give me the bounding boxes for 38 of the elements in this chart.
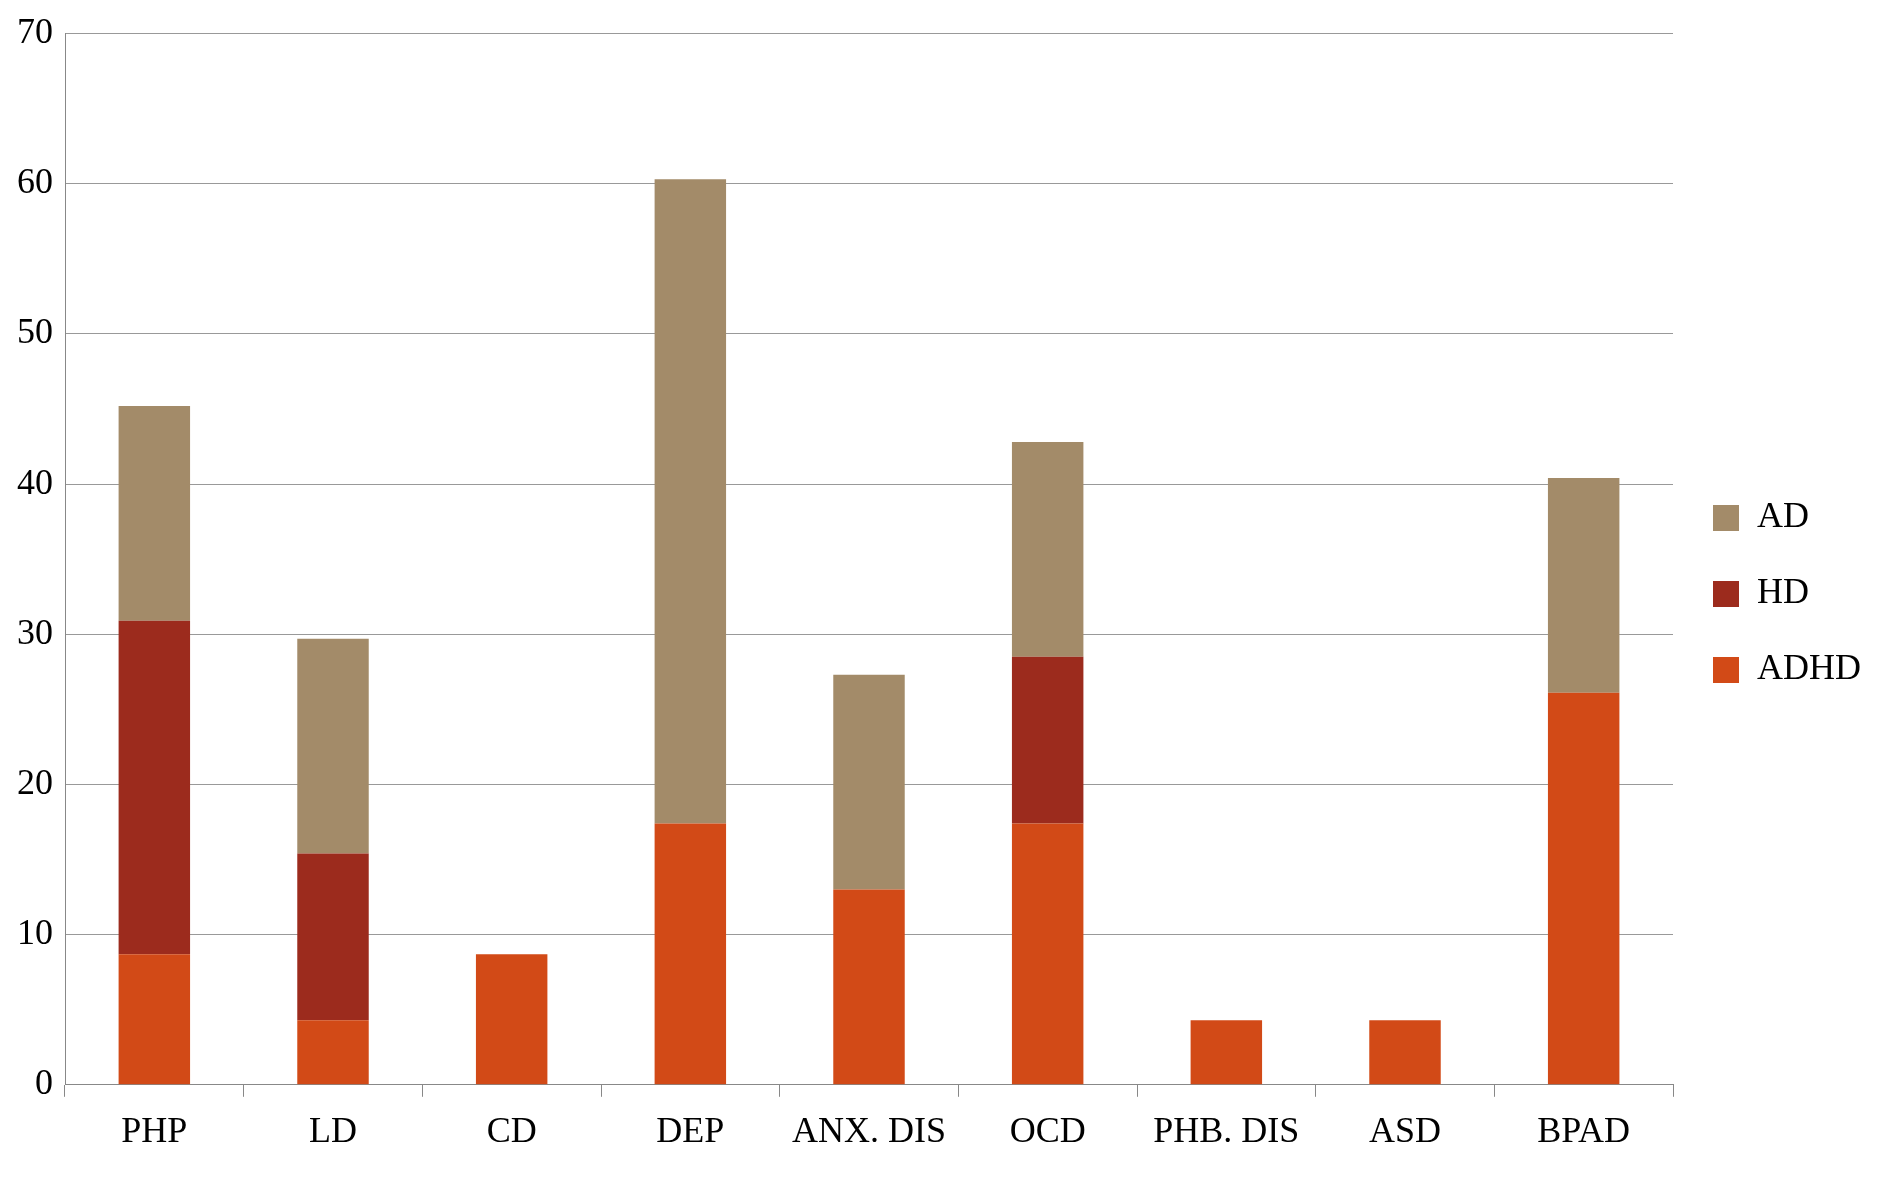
x-tick-label: DEP <box>656 1109 725 1150</box>
bar <box>297 853 369 1021</box>
legend-label: ADHD <box>1757 647 1862 688</box>
y-tick-label: 60 <box>17 161 53 202</box>
bar <box>1190 1020 1263 1085</box>
bar <box>1011 656 1084 824</box>
x-tick-label: ANX. DIS <box>792 1109 947 1150</box>
x-tick-label: PHB. DIS <box>1153 1109 1300 1150</box>
legend-label: HD <box>1757 571 1810 612</box>
x-tick-label: BPAD <box>1537 1109 1631 1150</box>
bar <box>1011 823 1084 1085</box>
y-tick-label: 50 <box>17 311 53 352</box>
bar <box>1547 692 1620 1085</box>
bar <box>1011 442 1084 657</box>
bar <box>654 823 727 1085</box>
y-tick-label: 30 <box>17 611 53 652</box>
y-tick-label: 40 <box>17 461 53 502</box>
bar <box>1547 478 1620 693</box>
bar <box>297 1020 369 1085</box>
y-tick-label: 10 <box>17 912 53 953</box>
bar <box>654 179 727 824</box>
y-tick-label: 20 <box>17 761 53 802</box>
bar <box>475 954 548 1085</box>
bar <box>297 638 369 854</box>
bar <box>118 406 191 621</box>
bar <box>833 889 905 1085</box>
x-tick-label: ASD <box>1368 1109 1442 1150</box>
y-tick-label: 70 <box>17 11 53 52</box>
bar <box>1369 1020 1441 1085</box>
x-tick-label: CD <box>486 1109 537 1150</box>
y-tick-label: 0 <box>35 1062 53 1103</box>
x-tick-label: LD <box>309 1109 357 1150</box>
bar <box>118 620 191 955</box>
bar <box>118 954 191 1085</box>
bar <box>833 674 905 890</box>
legend-label: AD <box>1757 495 1810 536</box>
x-tick-label: OCD <box>1009 1109 1086 1150</box>
x-tick-label: PHP <box>121 1109 188 1150</box>
